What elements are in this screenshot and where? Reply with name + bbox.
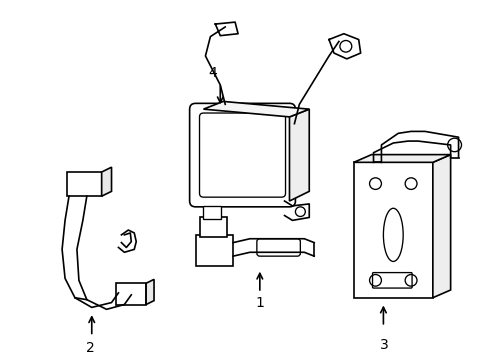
Bar: [203, 206, 221, 219]
FancyBboxPatch shape: [189, 103, 295, 207]
Polygon shape: [102, 167, 111, 196]
Text: 3: 3: [379, 338, 387, 352]
Polygon shape: [353, 154, 450, 162]
Polygon shape: [146, 279, 154, 305]
Bar: [199, 217, 227, 237]
Bar: [116, 283, 146, 305]
Text: 2: 2: [86, 341, 94, 355]
Bar: [353, 162, 432, 298]
Polygon shape: [289, 109, 308, 201]
FancyBboxPatch shape: [372, 273, 411, 288]
FancyBboxPatch shape: [199, 113, 285, 197]
Polygon shape: [432, 154, 450, 298]
Ellipse shape: [383, 208, 402, 261]
FancyBboxPatch shape: [256, 239, 300, 256]
Text: 1: 1: [255, 296, 264, 310]
Bar: [195, 235, 233, 266]
Bar: [67, 172, 102, 196]
Polygon shape: [203, 102, 308, 117]
Text: 4: 4: [208, 66, 217, 80]
